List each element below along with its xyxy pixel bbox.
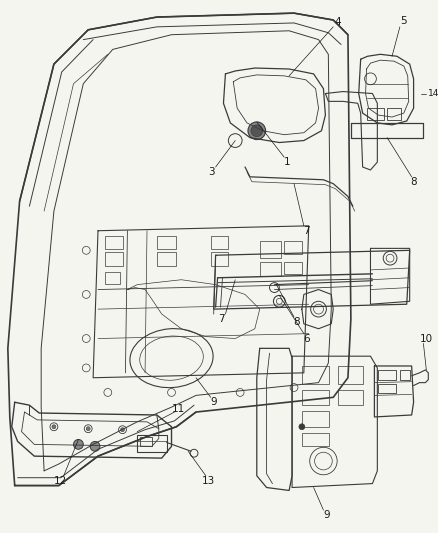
Bar — [259, 240, 281, 258]
Bar — [386, 108, 400, 120]
Text: 8: 8 — [293, 317, 300, 327]
Text: 9: 9 — [210, 397, 216, 407]
Text: 1: 1 — [283, 157, 290, 167]
Circle shape — [52, 425, 56, 429]
Text: 8: 8 — [410, 177, 416, 187]
Bar — [210, 252, 228, 266]
Text: 7: 7 — [218, 314, 224, 324]
Circle shape — [86, 427, 90, 431]
Text: 9: 9 — [322, 510, 329, 520]
Bar — [156, 236, 176, 249]
Bar — [301, 390, 328, 405]
Bar — [105, 252, 122, 266]
Text: 3: 3 — [208, 167, 215, 177]
Text: 7: 7 — [303, 226, 309, 236]
Bar — [283, 262, 301, 274]
Bar — [105, 272, 119, 284]
Bar — [378, 370, 395, 379]
Circle shape — [298, 424, 304, 430]
Bar — [301, 433, 328, 446]
Bar — [137, 434, 166, 452]
Bar — [283, 240, 301, 254]
Circle shape — [90, 441, 100, 451]
Bar — [378, 384, 395, 393]
Circle shape — [251, 125, 262, 136]
Circle shape — [73, 440, 83, 449]
Text: 13: 13 — [201, 475, 215, 486]
Text: 10: 10 — [419, 334, 432, 344]
Text: 5: 5 — [399, 16, 406, 26]
Bar — [156, 252, 176, 266]
Bar — [140, 437, 152, 446]
Bar — [301, 366, 328, 384]
Bar — [301, 411, 328, 427]
Bar — [366, 108, 383, 120]
Circle shape — [120, 427, 124, 432]
Bar — [337, 390, 362, 405]
Text: 11: 11 — [171, 404, 184, 414]
Text: 14: 14 — [427, 89, 438, 98]
Text: 4: 4 — [334, 17, 341, 27]
Bar — [337, 366, 362, 384]
Bar — [399, 370, 409, 379]
Bar — [105, 236, 122, 249]
Text: 6: 6 — [303, 334, 309, 344]
Bar — [210, 236, 228, 249]
Bar — [259, 262, 281, 276]
Circle shape — [247, 122, 265, 140]
Text: 12: 12 — [54, 475, 67, 486]
